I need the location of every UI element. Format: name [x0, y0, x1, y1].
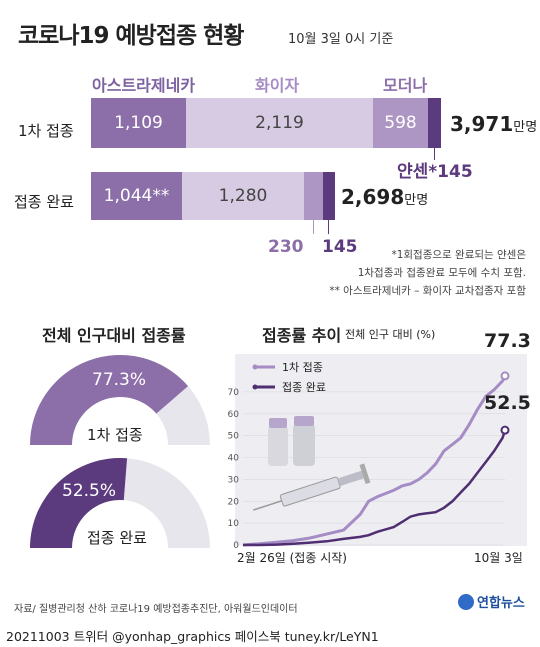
- syringe-icon: [252, 463, 371, 511]
- end-dot-first: [500, 371, 510, 381]
- bar-first-pfizer-value: 2,119: [255, 113, 304, 133]
- bar-complete-janssen: [323, 172, 335, 220]
- end-dot-complete: [500, 425, 510, 435]
- total-first-dose: 3,971만명: [450, 112, 537, 136]
- x-axis-start-label: 2월 26일 (접종 시작): [237, 551, 347, 565]
- janssen-first-callout: 얀센*145: [397, 162, 473, 182]
- gauge-complete-label: 접종 완료: [87, 529, 147, 547]
- line-end-label-complete: 52.5: [484, 392, 531, 414]
- bar-first-moderna: 598: [373, 98, 428, 148]
- source-note: 자료/ 질병관리청 산하 코로나19 예방접종추진단, 아워월드인데이터: [14, 600, 298, 615]
- gauge-complete-fill: [30, 458, 128, 548]
- footnote-3: ** 아스트라제네카 – 화이자 교차접종자 포함: [329, 285, 526, 297]
- bar-complete-pfizer: 1,280: [182, 172, 304, 220]
- astrazeneca-label: 아스트라제네카: [92, 76, 196, 95]
- x-axis-end-label: 10월 3일: [474, 551, 523, 565]
- bar-complete-astrazeneca: 1,044**: [91, 172, 182, 220]
- stacked-bar-chart: 1,109 2,119 598 1,044** 1,280: [0, 0, 540, 260]
- bar-first-pfizer: 2,119: [186, 98, 373, 148]
- moderna-connector-complete: [313, 220, 314, 234]
- date-note: 10월 3일 0시 기준: [288, 32, 394, 47]
- bar-complete-pfizer-value: 1,280: [218, 186, 268, 206]
- y-tick-label: 70: [228, 388, 240, 398]
- legend-first: 1차 접종: [282, 361, 323, 374]
- line-section-subtitle: 전체 인구 대비 (%): [345, 328, 436, 341]
- y-tick-label: 60: [228, 410, 240, 420]
- vial-2-icon: [293, 424, 315, 466]
- janssen-complete-callout: 145: [322, 237, 358, 257]
- total-first-dose-unit: 만명: [513, 120, 538, 135]
- moderna-label: 모더나: [383, 76, 428, 95]
- y-tick-label: 10: [228, 519, 240, 529]
- line-series-first: [242, 375, 507, 547]
- footnote-2: 1차접종과 접종완료 모두에 수치 포함.: [357, 267, 526, 279]
- vial-2-cap-icon: [294, 416, 314, 426]
- pfizer-label: 화이자: [255, 76, 300, 95]
- gauge-first-label: 1차 접종: [87, 426, 143, 444]
- y-tick-label: 20: [228, 497, 240, 507]
- total-first-dose-value: 3,971: [450, 112, 514, 136]
- gauge-first-percent: 77.3%: [92, 370, 147, 390]
- y-tick-label: 30: [228, 475, 240, 485]
- moderna-complete-callout: 230: [268, 237, 304, 257]
- line-section-title: 접종률 추이: [262, 326, 342, 345]
- bar-first-astrazeneca-value: 1,109: [114, 113, 163, 133]
- gauge-section-title: 전체 인구대비 접종률: [42, 326, 186, 345]
- y-tick-label: 40: [228, 454, 240, 464]
- source-text: 자료/ 질병관리청 산하 코로나19 예방접종추진단, 아워월드인데이터: [14, 604, 298, 615]
- vial-1-icon: [268, 426, 288, 466]
- gauge-charts: [30, 355, 210, 548]
- janssen-connector-first: [434, 148, 435, 160]
- page-title: 코로나19 예방접종 현황: [18, 23, 244, 49]
- syringe-vial-illustration: [252, 416, 371, 511]
- yonhap-logo: 연합뉴스: [458, 592, 525, 611]
- yonhap-logo-text: 연합뉴스: [477, 596, 525, 611]
- line-end-label-first: 77.3: [484, 330, 531, 352]
- footnotes: *1회접종으로 완료되는 얀센은 1차접종과 접종완료 모두에 수치 포함. *…: [329, 246, 526, 300]
- bar-complete-astrazeneca-value: 1,044**: [103, 186, 170, 206]
- vial-1-cap-icon: [269, 418, 287, 428]
- total-complete-value: 2,698: [341, 185, 405, 209]
- gauge-first-fill: [30, 355, 189, 445]
- bar-first-astrazeneca: 1,109: [91, 98, 186, 148]
- line-chart: 0 10 20 30 40 50 60 70: [228, 364, 510, 551]
- bar-first-janssen: [428, 98, 441, 148]
- total-complete-unit: 만명: [404, 193, 429, 208]
- footer-credit: 20211003 트위터 @yonhap_graphics 페이스북 tuney…: [6, 626, 379, 645]
- line-legend: [252, 364, 275, 390]
- legend-complete: 접종 완료: [282, 381, 326, 394]
- y-tick-label: 50: [228, 432, 240, 442]
- line-series-complete: [243, 429, 507, 547]
- bar-first-moderna-value: 598: [384, 113, 417, 133]
- janssen-connector-complete: [328, 220, 329, 234]
- gauge-complete-percent: 52.5%: [62, 481, 117, 501]
- row-label-complete: 접종 완료: [14, 193, 74, 211]
- total-complete: 2,698만명: [341, 185, 428, 209]
- y-tick-label: 0: [233, 541, 239, 551]
- footnote-1: *1회접종으로 완료되는 얀센은: [391, 249, 526, 261]
- row-label-first-dose: 1차 접종: [18, 122, 74, 140]
- bar-complete-moderna: [304, 172, 323, 220]
- yonhap-logo-icon: [458, 593, 474, 610]
- footer-credit-text: 20211003 트위터 @yonhap_graphics 페이스북 tuney…: [6, 629, 379, 644]
